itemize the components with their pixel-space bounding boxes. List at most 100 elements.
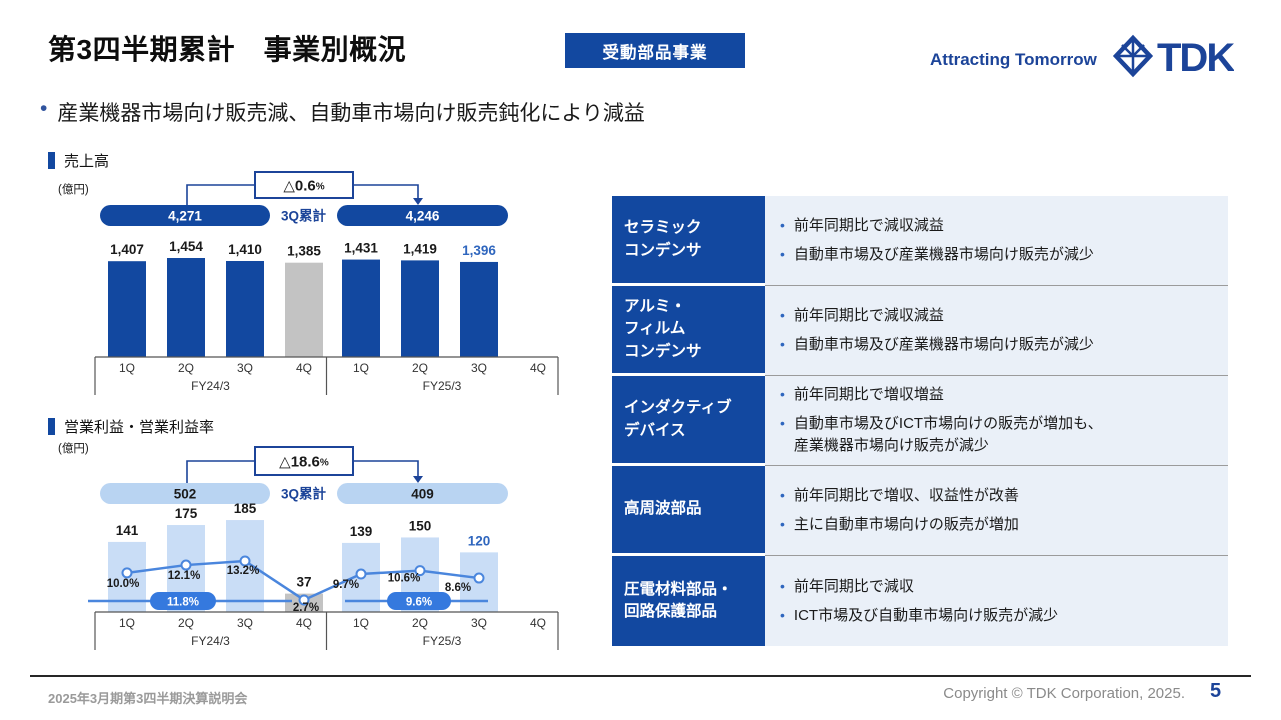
svg-text:3Q: 3Q xyxy=(237,616,253,630)
section-marker-icon xyxy=(48,152,55,169)
svg-text:1Q: 1Q xyxy=(353,361,369,375)
svg-text:141: 141 xyxy=(116,523,139,538)
detail-point: • 自動車市場及びICT市場向けの販売が増加も、 産業機器市場向け販売が減少 xyxy=(780,413,1220,457)
detail-point: • ICT市場及び自動車市場向け販売が減少 xyxy=(780,605,1220,627)
svg-text:△0.6%: △0.6% xyxy=(283,178,324,195)
svg-text:4,271: 4,271 xyxy=(168,209,202,224)
svg-text:11.8%: 11.8% xyxy=(167,597,199,609)
table-row: インダクティブ デバイス • 前年同期比で増収増益 • 自動車市場及びICT市場向け… xyxy=(612,376,1228,466)
svg-text:1Q: 1Q xyxy=(119,361,135,375)
brand-tagline: Attracting Tomorrow xyxy=(930,50,1097,69)
detail-point: • 前年同期比で減収 xyxy=(780,576,1220,598)
footer-divider xyxy=(30,675,1251,677)
page-title: 第3四半期累計 事業別概況 xyxy=(48,34,407,65)
svg-text:2Q: 2Q xyxy=(412,616,428,630)
svg-text:3Q: 3Q xyxy=(237,361,253,375)
svg-text:3Q累計: 3Q累計 xyxy=(281,208,327,224)
detail-point: • 自動車市場及び産業機器市場向け販売が減少 xyxy=(780,334,1220,356)
footer-copyright: Copyright © TDK Corporation, 2025. xyxy=(943,685,1185,702)
svg-text:(億円): (億円) xyxy=(58,183,89,196)
svg-text:FY25/3: FY25/3 xyxy=(423,634,462,648)
svg-text:2Q: 2Q xyxy=(178,616,194,630)
detail-point: • 前年同期比で増収増益 xyxy=(780,384,1220,406)
svg-text:FY25/3: FY25/3 xyxy=(423,379,462,393)
segment-details: • 前年同期比で減収減益 • 自動車市場及び産業機器市場向け販売が減少 xyxy=(765,286,1228,376)
svg-text:4Q: 4Q xyxy=(530,361,546,375)
segment-details: • 前年同期比で増収、収益性が改善 • 主に自動車市場向けの販売が増加 xyxy=(765,466,1228,556)
bullet-dot-icon: • xyxy=(780,577,785,594)
segment-name: セラミック コンデンサ xyxy=(612,196,765,286)
svg-text:2.7%: 2.7% xyxy=(293,602,319,614)
svg-text:10.6%: 10.6% xyxy=(388,573,421,585)
svg-text:(億円): (億円) xyxy=(58,442,89,455)
svg-text:13.2%: 13.2% xyxy=(227,565,260,577)
svg-text:4Q: 4Q xyxy=(530,616,546,630)
svg-text:139: 139 xyxy=(350,524,373,539)
tdk-logo-icon: TDK xyxy=(1112,34,1234,78)
table-row: アルミ・ フィルム コンデンサ • 前年同期比で減収減益 • 自動車市場及び産業機器… xyxy=(612,286,1228,376)
revenue-bar-chart: (億円) △0.6% 4,271 3Q累計 4,246 1,407 1,454 1,410 1,… xyxy=(58,171,559,395)
bullet-dot-icon: • xyxy=(780,516,785,532)
svg-text:1Q: 1Q xyxy=(353,616,369,630)
summary-text: 産業機器市場向け販売減、自動車市場向け販売鈍化により減益 xyxy=(57,102,645,125)
svg-text:1Q: 1Q xyxy=(119,616,135,630)
bullet-dot-icon: • xyxy=(40,97,48,120)
svg-text:2Q: 2Q xyxy=(412,361,428,375)
summary-bullet: • 産業機器市場向け販売減、自動車市場向け販売鈍化により減益 xyxy=(40,97,645,127)
segment-name: 高周波部品 xyxy=(612,466,765,556)
bullet-dot-icon: • xyxy=(780,246,785,262)
section-header-revenue: 売上高 xyxy=(48,150,109,171)
svg-text:150: 150 xyxy=(409,518,432,533)
table-row: 高周波部品 • 前年同期比で増収、収益性が改善 • 主に自動車市場向けの販売が増加 xyxy=(612,466,1228,556)
page-number: 5 xyxy=(1210,680,1222,702)
svg-text:120: 120 xyxy=(468,533,491,548)
svg-text:409: 409 xyxy=(411,487,434,502)
svg-text:8.6%: 8.6% xyxy=(445,582,471,594)
tdk-logo-text: TDK xyxy=(1157,36,1234,78)
detail-point: • 前年同期比で減収減益 xyxy=(780,305,1220,327)
svg-text:185: 185 xyxy=(234,501,257,516)
segment-details: • 前年同期比で増収増益 • 自動車市場及びICT市場向けの販売が増加も、 産業機器… xyxy=(765,376,1228,466)
segment-details: • 前年同期比で減収減益 • 自動車市場及び産業機器市場向け販売が減少 xyxy=(765,196,1228,286)
segment-details: • 前年同期比で減収 • ICT市場及び自動車市場向け販売が減少 xyxy=(765,556,1228,646)
svg-text:4,246: 4,246 xyxy=(406,209,440,224)
bullet-dot-icon: • xyxy=(780,217,785,234)
segment-name: アルミ・ フィルム コンデンサ xyxy=(612,286,765,376)
table-row: 圧電材料部品・ 回路保護部品 • 前年同期比で減収 • ICT市場及び自動車市場向け… xyxy=(612,556,1228,646)
svg-text:1,419: 1,419 xyxy=(403,241,437,256)
svg-text:502: 502 xyxy=(174,487,197,502)
svg-text:2Q: 2Q xyxy=(178,361,194,375)
detail-point: • 自動車市場及び産業機器市場向け販売が減少 xyxy=(780,244,1220,266)
svg-text:FY24/3: FY24/3 xyxy=(191,634,230,648)
section-header-operating-profit: 営業利益・営業利益率 xyxy=(48,416,214,437)
svg-text:12.1%: 12.1% xyxy=(168,570,201,582)
svg-text:4Q: 4Q xyxy=(296,616,312,630)
footer-event-title: 2025年3月期第3四半期決算説明会 xyxy=(48,691,248,706)
svg-text:1,407: 1,407 xyxy=(110,242,144,257)
detail-point: • 主に自動車市場向けの販売が増加 xyxy=(780,514,1220,536)
svg-text:175: 175 xyxy=(175,506,198,521)
detail-point: • 前年同期比で増収、収益性が改善 xyxy=(780,485,1220,507)
table-row: セラミック コンデンサ • 前年同期比で減収減益 • 自動車市場及び産業機器市場向け… xyxy=(612,196,1228,286)
section-title: 売上高 xyxy=(64,153,110,170)
segments-table: セラミック コンデンサ • 前年同期比で減収減益 • 自動車市場及び産業機器市場向け… xyxy=(612,196,1228,646)
business-segment-badge: 受動部品事業 xyxy=(565,33,745,68)
svg-text:3Q累計: 3Q累計 xyxy=(281,486,327,502)
segment-name: インダクティブ デバイス xyxy=(612,376,765,466)
svg-text:1,410: 1,410 xyxy=(228,242,262,257)
svg-text:3Q: 3Q xyxy=(471,361,487,375)
svg-text:△18.6%: △18.6% xyxy=(279,454,329,471)
operating-profit-chart: (億円) △18.6% 502 3Q累計 409 141 175 185 37 139 150 120… xyxy=(58,442,559,650)
svg-text:4Q: 4Q xyxy=(296,361,312,375)
svg-text:1,431: 1,431 xyxy=(344,241,378,256)
section-marker-icon xyxy=(48,418,55,435)
segment-name: 圧電材料部品・ 回路保護部品 xyxy=(612,556,765,646)
bullet-dot-icon: • xyxy=(780,487,785,504)
svg-text:9.7%: 9.7% xyxy=(333,579,359,591)
bullet-dot-icon: • xyxy=(780,606,785,623)
bullet-dot-icon: • xyxy=(780,415,785,432)
svg-text:9.6%: 9.6% xyxy=(406,597,432,609)
svg-text:1,454: 1,454 xyxy=(169,239,203,254)
bullet-dot-icon: • xyxy=(780,386,785,403)
